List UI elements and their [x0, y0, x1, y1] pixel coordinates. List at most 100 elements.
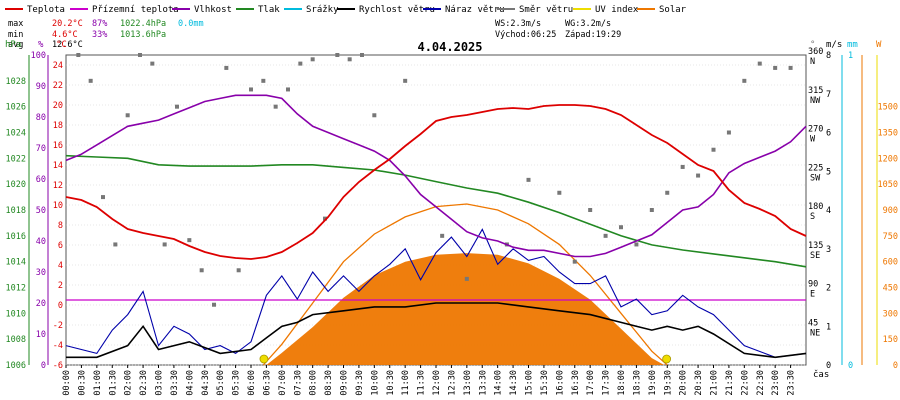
x-tick-label: 16:30 [571, 370, 581, 396]
x-tick-label: 12:30 [447, 370, 457, 396]
x-tick-label: 13:00 [463, 370, 473, 396]
series-wind-direction-point [199, 268, 204, 273]
series-wind-direction-point [788, 65, 793, 70]
stat-max-press: 1022.4hPa [120, 19, 166, 29]
series-wind-direction-point [212, 302, 216, 307]
axis-unit-ms: m/s [826, 40, 842, 50]
series-wind-direction-point [125, 113, 130, 118]
x-tick-label: 12:00 [432, 370, 442, 396]
y-tick-direction-label: SW [810, 173, 821, 183]
series-wind-direction-point [742, 78, 747, 83]
series-wind-direction-point [557, 190, 562, 195]
x-tick-label: 02:30 [139, 370, 149, 396]
y-tick-direction: 45 [808, 318, 818, 328]
x-tick-label: 14:00 [494, 370, 504, 396]
axis-units: hPa % °C ° m/s mm W čas [5, 40, 882, 380]
series-wind-direction-point [360, 53, 364, 57]
series-wind-direction-point [162, 242, 167, 247]
x-tick-label: 20:30 [694, 370, 704, 396]
x-tick-label: 21:30 [725, 370, 735, 396]
y-tick-humidity: 40 [36, 237, 46, 247]
series-wind-direction-point [634, 242, 639, 247]
x-tick-label: 06:30 [262, 370, 272, 396]
y-tick-solar: 1050 [878, 180, 898, 190]
series-wind-direction-point [88, 78, 93, 83]
x-tick-label: 18:00 [617, 370, 627, 396]
chart-axes: 00:00 00:30 01:00 01:30 02:00 02:30 03:00 03:30… [6, 47, 898, 396]
y-tick-pressure: 1018 [6, 206, 26, 216]
y-tick-wind: 0 [826, 361, 831, 371]
stat-avg-temp: 12.6°C [52, 40, 83, 50]
series-wind-direction-point [175, 104, 179, 109]
y-tick-direction: 360 [808, 47, 823, 57]
x-tick-label: 21:00 [710, 370, 720, 396]
series-wind-direction-point [649, 208, 654, 212]
stat-min-hum: 33% [92, 30, 107, 40]
x-tick-label: 19:00 [648, 370, 658, 396]
legend-label: Směr větru [519, 5, 573, 15]
x-tick-label: 03:00 [155, 370, 165, 396]
x-tick-label: 09:00 [340, 370, 350, 396]
legend-label: Teplota [27, 5, 65, 15]
x-tick-label: 16:00 [555, 370, 565, 396]
y-tick-humidity: 0 [41, 361, 46, 371]
series-wind-direction-point [696, 173, 701, 178]
x-tick-label: 22:30 [756, 370, 766, 396]
y-tick-temperature: 10 [53, 201, 63, 211]
x-tick-label: 10:30 [386, 370, 396, 396]
sun-marker [259, 354, 269, 364]
y-tick-pressure: 1028 [6, 77, 26, 87]
x-tick-label: 13:30 [478, 370, 488, 396]
stat-sunset: Západ:19:29 [565, 30, 621, 40]
legend-label: Srážky [306, 5, 339, 15]
series-temperature [65, 104, 807, 260]
y-tick-humidity: 100 [31, 51, 46, 61]
y-tick-pressure: 1020 [6, 180, 26, 190]
axis-unit-degc: °C [56, 40, 67, 50]
y-tick-solar: 150 [883, 335, 898, 345]
series-solar [262, 203, 668, 366]
x-tick-label: 05:00 [216, 370, 226, 396]
y-tick-humidity: 60 [36, 175, 46, 185]
series-wind-direction-point [249, 87, 253, 92]
y-tick-temperature: 16 [53, 141, 63, 151]
y-tick-direction-label: SE [810, 251, 820, 261]
y-tick-direction-label: NE [810, 328, 820, 338]
y-tick-humidity: 10 [36, 330, 46, 340]
x-tick-label: 22:00 [740, 370, 750, 396]
x-tick-label: 00:00 [62, 370, 72, 396]
axis-unit-deg: ° [810, 40, 815, 50]
y-tick-direction: 180 [808, 202, 823, 212]
series-wind-direction-point [113, 242, 118, 247]
series-wind-direction-point [187, 238, 192, 243]
x-tick-label: 19:30 [663, 370, 673, 396]
y-tick-wind: 3 [826, 245, 831, 255]
y-tick-direction: 225 [808, 163, 823, 173]
x-tick-label: 07:00 [278, 370, 288, 396]
y-tick-wind: 6 [826, 129, 831, 139]
series-wind-direction-point [711, 147, 716, 152]
series-solar-fill [266, 253, 665, 365]
y-tick-temperature: 6 [58, 241, 63, 251]
y-tick-wind: 4 [826, 206, 831, 216]
y-tick-solar: 450 [883, 284, 898, 294]
axis-unit-mm: mm [847, 40, 858, 50]
series-wind-direction-point [273, 104, 278, 109]
series-gust [65, 228, 807, 358]
series-wind-direction-point [372, 113, 377, 118]
series-wind-direction-point [464, 276, 469, 281]
x-tick-label: 11:00 [401, 370, 411, 396]
y-tick-temperature: 0 [58, 301, 63, 311]
plot-area [65, 53, 807, 366]
axis-unit-time: čas [813, 369, 829, 380]
x-tick-label: 15:00 [525, 370, 535, 396]
y-tick-temperature: 12 [53, 181, 63, 191]
y-tick-temperature: 8 [58, 221, 63, 231]
y-tick-pressure: 1006 [6, 361, 26, 371]
y-tick-humidity: 80 [36, 113, 46, 123]
x-tick-label: 04:30 [201, 370, 211, 396]
x-tick-label: 17:30 [602, 370, 612, 396]
y-tick-temperature: 20 [53, 101, 63, 111]
y-tick-direction: 315 [808, 86, 823, 96]
legend-label: Rychlost větru [359, 5, 435, 15]
